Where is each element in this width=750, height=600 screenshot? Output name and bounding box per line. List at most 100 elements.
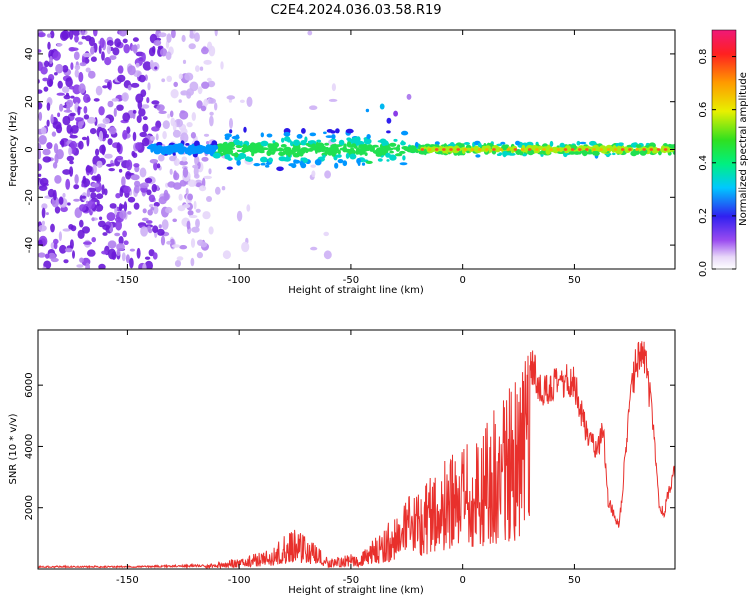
noise-speckle [142, 263, 147, 269]
noise-speckle [103, 188, 108, 196]
noise-speckle [149, 159, 159, 164]
band-cell [295, 146, 301, 151]
noise-speckle [99, 37, 105, 48]
band-cell [466, 150, 470, 154]
band-cell [300, 147, 309, 152]
noise-speckle [55, 149, 64, 160]
noise-speckle [69, 47, 79, 51]
noise-speckle [108, 127, 117, 135]
noise-speckle [62, 169, 71, 175]
noise-speckle [112, 47, 120, 56]
noise-speckle [73, 184, 80, 190]
noise-speckle [68, 85, 75, 90]
band-cell [366, 134, 371, 140]
noise-speckle [52, 162, 58, 169]
ridge-cell [449, 148, 453, 151]
noise-speckle [186, 122, 193, 128]
snr-ytick-label: 6000 [24, 372, 35, 397]
noise-speckle [151, 100, 160, 105]
noise-speckle [82, 52, 92, 58]
noise-speckle [42, 77, 49, 82]
band-cell [477, 143, 482, 148]
noise-speckle [88, 70, 96, 79]
band-cell [200, 146, 207, 152]
noise-speckle [140, 182, 149, 189]
ridge-cell [635, 148, 639, 151]
noise-speckle [78, 83, 86, 94]
noise-speckle [106, 40, 114, 47]
band-cell [309, 132, 317, 137]
band-cell [280, 144, 287, 148]
noise-speckle [77, 106, 81, 116]
spectrogram-xtick-label: -50 [343, 275, 359, 286]
noise-speckle [160, 235, 166, 246]
noise-speckle [58, 196, 64, 205]
noise-speckle [41, 207, 46, 219]
band-cell [251, 151, 255, 157]
noise-speckle [81, 30, 85, 36]
noise-speckle [150, 206, 155, 211]
noise-speckle [72, 96, 81, 105]
noise-speckle [53, 189, 57, 201]
band-cell [305, 142, 310, 146]
noise-speckle [156, 228, 165, 236]
noise-speckle [146, 189, 152, 196]
band-cell [399, 150, 406, 154]
snr-xtick-label: 0 [459, 575, 465, 586]
noise-speckle [48, 252, 56, 260]
band-cell [185, 143, 190, 146]
band-cell [221, 146, 226, 151]
noise-speckle [38, 224, 47, 232]
noise-speckle [72, 30, 81, 37]
noise-speckle [102, 117, 111, 125]
noise-speckle [38, 32, 46, 38]
noise-speckle [208, 226, 214, 235]
noise-speckle [86, 189, 91, 198]
band-cell [386, 117, 392, 124]
noise-speckle [108, 168, 115, 172]
ridge-cell [442, 148, 446, 151]
noise-speckle [136, 115, 142, 124]
band-cell [244, 156, 251, 162]
noise-speckle [122, 38, 128, 44]
snr-panel: -150 -100 -50 0 50 2000 4000 6000 Height of str… [8, 329, 676, 596]
noise-speckle [52, 121, 62, 130]
band-cell [393, 138, 398, 142]
noise-speckle [147, 209, 153, 216]
band-cell [320, 156, 324, 161]
noise-speckle [309, 105, 318, 110]
noise-speckle [169, 110, 174, 118]
noise-speckle [101, 51, 105, 61]
noise-speckle [166, 75, 172, 83]
band-cell [361, 162, 366, 166]
noise-speckle [61, 86, 70, 93]
noise-speckle [161, 78, 166, 83]
noise-speckle [136, 247, 141, 259]
noise-speckle [48, 78, 53, 87]
band-cell [573, 151, 581, 155]
noise-speckle [200, 241, 208, 248]
noise-speckle [47, 41, 51, 50]
band-cell [337, 149, 341, 155]
noise-speckle [127, 65, 136, 76]
band-cell [630, 150, 638, 157]
spectrogram-ytick-label: 0 [24, 146, 35, 152]
noise-speckle [54, 72, 58, 76]
noise-speckle [74, 117, 84, 122]
noise-speckle [200, 105, 207, 112]
noise-speckle [154, 66, 158, 70]
band-cell [527, 149, 535, 156]
noise-speckle [46, 142, 53, 150]
noise-speckle [68, 147, 72, 156]
noise-speckle [90, 56, 97, 62]
band-cell [342, 160, 348, 167]
noise-speckle [79, 62, 87, 67]
noise-speckle [194, 32, 200, 42]
noise-speckle [60, 206, 68, 213]
noise-speckle [73, 51, 80, 60]
band-cell [260, 132, 264, 138]
noise-speckle [135, 93, 144, 104]
noise-speckle [184, 72, 194, 81]
noise-speckle [190, 132, 196, 139]
